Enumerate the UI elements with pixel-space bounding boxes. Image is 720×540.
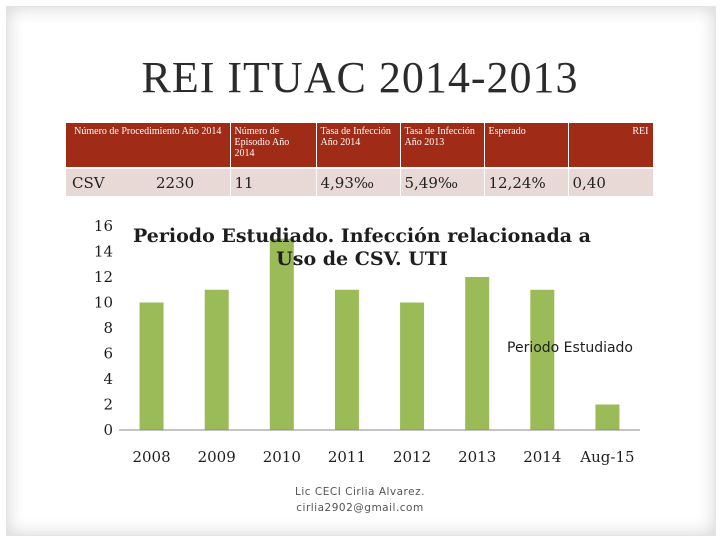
y-tick-label: 8 xyxy=(103,319,113,337)
header-rei: REI xyxy=(568,123,654,168)
footer-name: Lic CECI Cirlia Alvarez. xyxy=(295,486,425,498)
bar-2009 xyxy=(204,289,229,430)
bar-2012 xyxy=(400,302,425,430)
y-tick-label: 16 xyxy=(94,217,113,235)
bar-aug-15 xyxy=(595,404,620,430)
cell-label-procedures: CSV 2230 xyxy=(66,167,231,196)
footer-credit: Lic CECI Cirlia Alvarez. cirlia2902@gmai… xyxy=(250,484,470,516)
slide-title: REI ITUAC 2014-2013 xyxy=(141,53,579,102)
cell-expected: 12,24% xyxy=(484,167,569,196)
y-tick-label: 4 xyxy=(103,370,113,388)
header-episodes: Número de Episodio Año 2014 xyxy=(230,123,317,168)
chart-title-line2: Uso de CSV. UTI xyxy=(276,248,448,270)
x-tick-label: 2008 xyxy=(132,448,170,466)
x-tick-label: 2012 xyxy=(393,448,431,466)
header-procedures: Número de Procedimiento Año 2014 xyxy=(66,123,231,168)
bar-2013 xyxy=(465,277,490,430)
header-expected: Esperado xyxy=(484,123,569,168)
x-tick-label: 2011 xyxy=(328,448,366,466)
x-tick-label: 2010 xyxy=(263,448,301,466)
table-row: CSV 2230 11 4,93‰ 5,49‰ 12,24% 0,40 xyxy=(66,167,654,196)
x-tick-label: 2013 xyxy=(458,448,496,466)
cell-procedures: 2230 xyxy=(156,174,195,192)
bar-2011 xyxy=(334,289,359,430)
x-tick-label: Aug-15 xyxy=(579,448,634,466)
x-tick-label: 2009 xyxy=(198,448,236,466)
x-axis-ticks: 2008 2009 2010 2011 2012 2013 2014 Aug-15 xyxy=(132,448,634,466)
y-tick-label: 6 xyxy=(103,345,113,363)
header-rate-2014: Tasa de Infección Año 2014 xyxy=(316,123,401,168)
cell-rate-2014: 4,93‰ xyxy=(316,167,401,196)
x-tick-label: 2014 xyxy=(523,448,561,466)
bar-2008 xyxy=(139,302,164,430)
y-tick-label: 2 xyxy=(103,396,113,414)
cell-episodes: 11 xyxy=(230,167,317,196)
legend-entry: Periodo Estudiado xyxy=(507,340,633,356)
header-rate-2013: Tasa de Infección Año 2013 xyxy=(400,123,485,168)
y-tick-label: 14 xyxy=(94,243,113,261)
y-axis-ticks: 0 2 4 6 8 10 12 14 16 xyxy=(94,217,113,439)
y-tick-label: 10 xyxy=(94,294,113,312)
cell-rei: 0,40 xyxy=(568,167,654,196)
footer-email: cirlia2902@gmail.com xyxy=(296,502,424,514)
table-header-row: Número de Procedimiento Año 2014 Número … xyxy=(66,123,654,168)
bar-2014 xyxy=(530,289,555,430)
bars-group xyxy=(139,238,620,430)
rei-table: Número de Procedimiento Año 2014 Número … xyxy=(66,123,654,196)
bar-2010 xyxy=(269,238,294,430)
y-tick-label: 0 xyxy=(103,421,113,439)
cell-label: CSV xyxy=(72,174,105,192)
slide-frame xyxy=(6,6,716,536)
y-tick-label: 12 xyxy=(94,268,113,286)
chart-title-line1: Periodo Estudiado. Infección relacionada… xyxy=(133,225,591,247)
cell-rate-2013: 5,49‰ xyxy=(400,167,485,196)
